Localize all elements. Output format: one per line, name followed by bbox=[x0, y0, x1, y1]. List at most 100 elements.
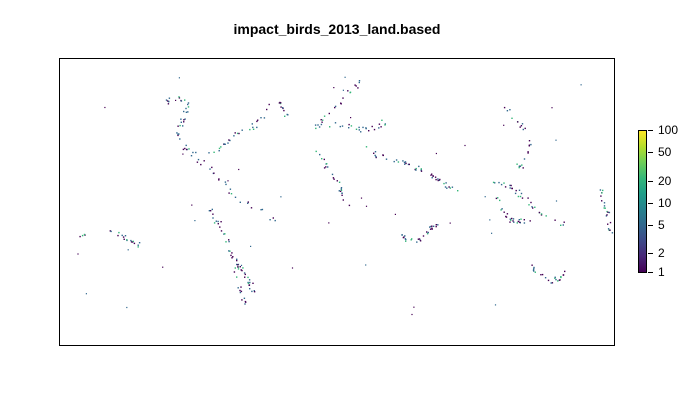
map-cell bbox=[323, 167, 326, 169]
map-cell bbox=[497, 197, 499, 199]
map-cell bbox=[234, 196, 237, 198]
map-cell bbox=[415, 169, 417, 171]
map-cell bbox=[237, 287, 239, 289]
map-cell bbox=[385, 158, 388, 160]
map-cell bbox=[342, 97, 344, 99]
map-cell bbox=[375, 155, 377, 158]
map-cell bbox=[382, 154, 384, 157]
map-cell bbox=[317, 124, 319, 126]
map-cell bbox=[411, 313, 413, 316]
map-cell bbox=[426, 231, 428, 233]
map-cell bbox=[342, 89, 344, 91]
map-cell bbox=[341, 194, 343, 196]
map-panel bbox=[59, 58, 615, 346]
map-cell bbox=[334, 105, 337, 108]
map-cell bbox=[314, 124, 317, 126]
map-cell bbox=[124, 235, 127, 237]
map-cell bbox=[231, 257, 233, 259]
map-cell bbox=[268, 103, 270, 106]
map-cell bbox=[244, 273, 246, 276]
map-cell bbox=[236, 258, 238, 260]
map-cell bbox=[185, 144, 187, 147]
map-cell bbox=[241, 129, 243, 131]
map-cell bbox=[431, 228, 433, 230]
map-cell bbox=[249, 128, 251, 131]
map-cell bbox=[338, 190, 340, 192]
map-cell bbox=[261, 208, 264, 211]
legend-tick-mark bbox=[648, 181, 653, 182]
map-cell bbox=[518, 219, 520, 221]
map-cell bbox=[509, 218, 511, 220]
map-cell bbox=[187, 111, 189, 113]
map-cell bbox=[417, 238, 420, 240]
legend-tick-mark bbox=[648, 225, 653, 226]
map-cell bbox=[326, 163, 328, 165]
map-cell bbox=[520, 192, 523, 195]
map-cell bbox=[241, 269, 243, 272]
map-cell bbox=[188, 148, 190, 150]
map-cell bbox=[278, 102, 281, 104]
map-cell bbox=[187, 102, 190, 104]
map-cell bbox=[533, 270, 535, 272]
map-cell bbox=[521, 197, 524, 199]
map-cell bbox=[500, 183, 503, 186]
map-cell bbox=[358, 81, 360, 84]
map-cell bbox=[365, 205, 368, 207]
map-cell bbox=[611, 232, 614, 234]
map-cell bbox=[438, 179, 441, 181]
map-cell bbox=[384, 123, 386, 125]
map-cell bbox=[320, 119, 322, 121]
map-cell bbox=[184, 118, 186, 120]
map-cell bbox=[600, 195, 602, 197]
map-cell bbox=[104, 106, 106, 109]
map-cell bbox=[538, 211, 541, 214]
map-cell bbox=[230, 193, 233, 195]
map-cell bbox=[533, 268, 535, 270]
map-cell bbox=[373, 128, 376, 131]
map-cell bbox=[397, 161, 400, 163]
map-cell bbox=[280, 102, 282, 104]
map-cell bbox=[509, 221, 511, 223]
map-cell bbox=[110, 230, 112, 233]
map-cell bbox=[527, 151, 529, 153]
map-cell bbox=[177, 125, 179, 127]
map-cell bbox=[341, 125, 344, 127]
map-cell bbox=[252, 282, 254, 284]
map-cell bbox=[437, 179, 439, 182]
map-cell bbox=[457, 190, 459, 192]
map-cell bbox=[248, 279, 251, 281]
map-cell bbox=[185, 107, 187, 110]
map-cell bbox=[342, 199, 344, 201]
map-cell bbox=[218, 147, 221, 150]
map-cell bbox=[315, 150, 317, 153]
map-cell bbox=[562, 224, 564, 226]
map-cell bbox=[212, 213, 214, 215]
map-cell bbox=[404, 235, 406, 237]
map-cell bbox=[519, 195, 522, 198]
map-cell bbox=[449, 187, 451, 189]
map-cell bbox=[208, 210, 211, 212]
map-cell bbox=[329, 126, 331, 128]
map-cell bbox=[355, 85, 357, 87]
map-cell bbox=[240, 264, 243, 266]
map-cell bbox=[183, 121, 185, 123]
map-cell bbox=[249, 288, 251, 290]
map-cell bbox=[555, 139, 557, 141]
map-cell bbox=[517, 220, 519, 223]
map-cell bbox=[403, 236, 405, 238]
map-cell bbox=[211, 208, 213, 211]
map-cell bbox=[237, 266, 239, 268]
map-cell bbox=[127, 249, 129, 251]
map-cell bbox=[413, 306, 415, 308]
map-cell bbox=[219, 226, 221, 228]
legend-tick-label: 100 bbox=[658, 123, 679, 137]
map-cell bbox=[348, 127, 350, 129]
legend-tick-mark bbox=[648, 130, 653, 131]
map-cell bbox=[333, 87, 335, 89]
map-cell bbox=[500, 209, 502, 211]
map-cell bbox=[229, 250, 231, 252]
map-cell bbox=[378, 123, 381, 125]
map-cell bbox=[182, 148, 185, 151]
map-cell bbox=[607, 228, 610, 230]
map-cell bbox=[253, 290, 255, 292]
